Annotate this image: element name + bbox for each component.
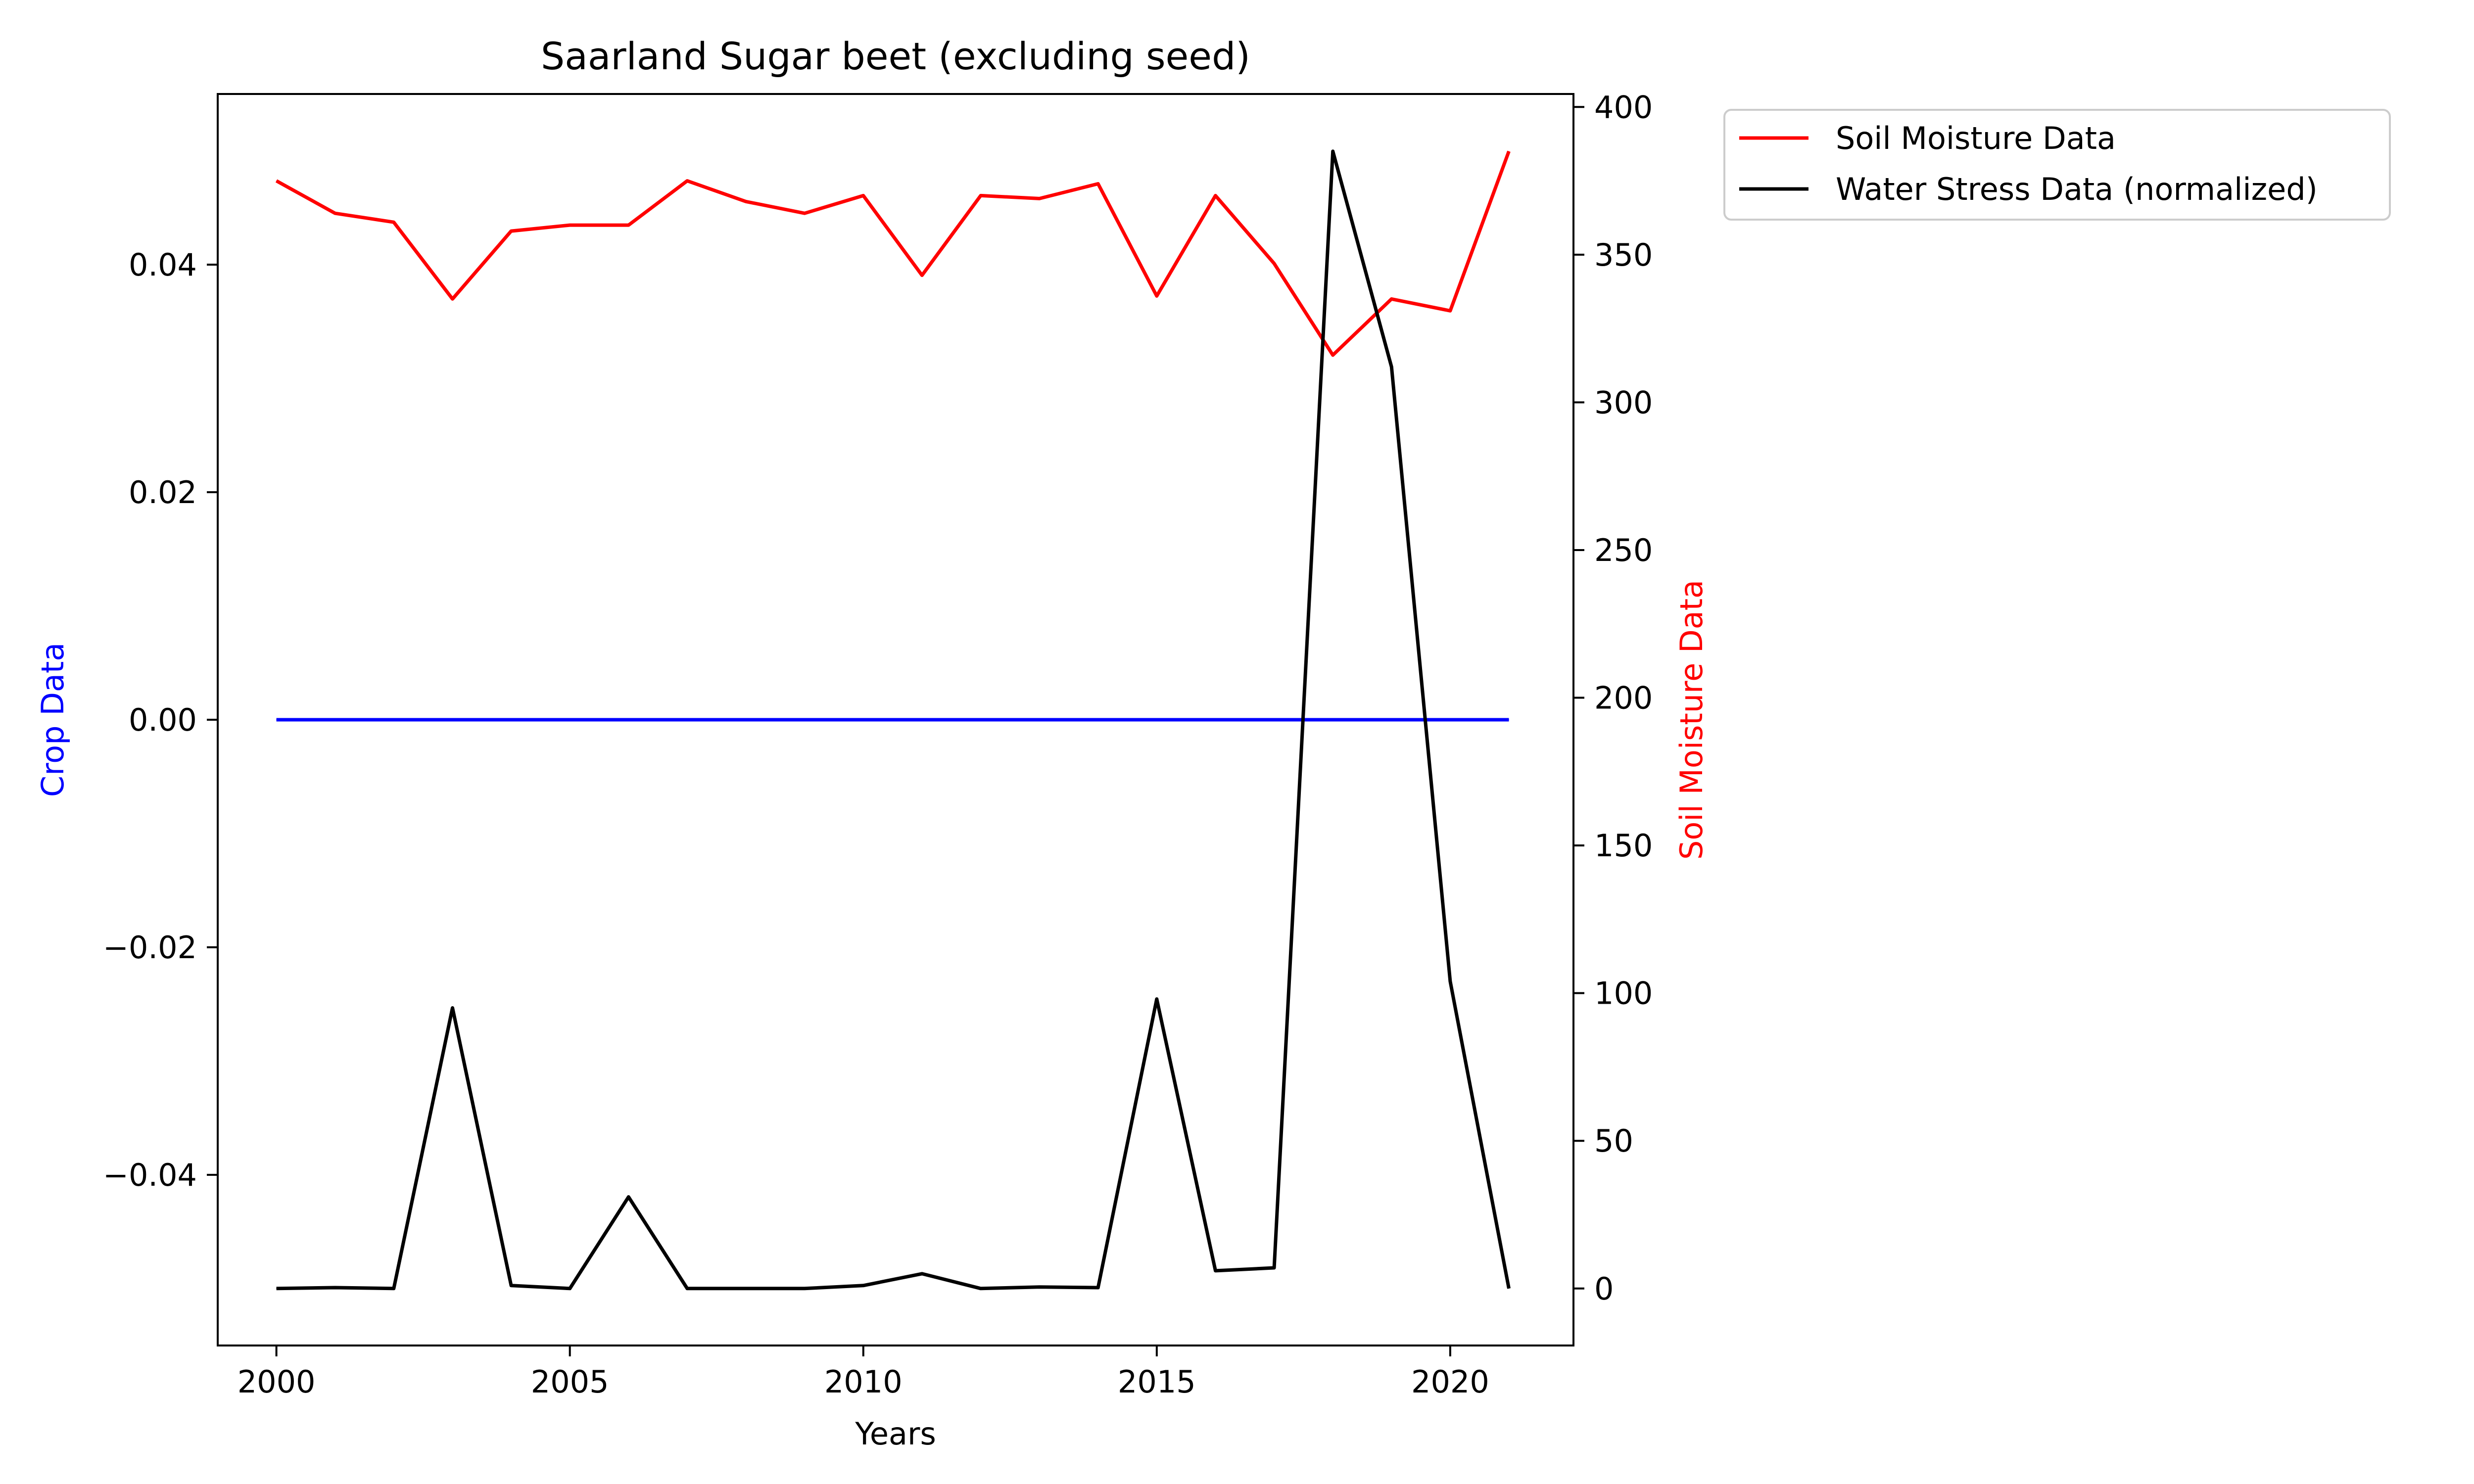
y-left-tick-label: −0.04	[103, 1157, 197, 1193]
series-layer	[275, 149, 1511, 1291]
data-point-soil-moisture-data	[1274, 263, 1275, 264]
x-tick-label: 2005	[531, 1364, 609, 1400]
legend-box	[1723, 109, 2391, 221]
x-axis-title: Years	[855, 1416, 936, 1452]
data-point-water-stress-data-normalized	[980, 1288, 981, 1289]
x-tick-label: 2010	[824, 1364, 903, 1400]
y-axis-left-title: Crop Data	[35, 643, 71, 797]
series-line-water-stress-data-normalized	[276, 149, 1511, 1291]
data-point-water-stress-data-normalized	[393, 1288, 394, 1289]
y-right-tick-label: 200	[1594, 680, 1653, 716]
y-right-tick-label: 400	[1594, 89, 1653, 125]
x-tick-label: 2015	[1118, 1364, 1196, 1400]
data-point-water-stress-data-normalized	[511, 1285, 512, 1286]
series-line-soil-moisture-data	[275, 150, 1511, 357]
chart-title: Saarland Sugar beet (excluding seed)	[541, 34, 1250, 78]
x-axis: 2000 2005 2010 2015 2020	[238, 1345, 1489, 1400]
data-point-soil-moisture-data	[1039, 198, 1040, 199]
x-tick-label: 2020	[1411, 1364, 1489, 1400]
data-point-soil-moisture-data	[980, 195, 981, 196]
data-point-soil-moisture-data	[393, 222, 394, 223]
data-point-soil-moisture-data	[511, 231, 512, 232]
legend-label-soil-moisture: Soil Moisture Data	[1836, 120, 2116, 156]
data-point-soil-moisture-data	[628, 225, 629, 226]
y-left-tick-label: 0.04	[129, 247, 197, 283]
data-point-soil-moisture-data	[1215, 195, 1216, 196]
data-point-water-stress-data-normalized	[1274, 1267, 1275, 1268]
y-right-tick-label: 100	[1594, 975, 1653, 1012]
legend: Soil Moisture Data Water Stress Data (no…	[1723, 109, 2391, 221]
y-left-tick-label: 0.00	[129, 702, 197, 738]
y-axis-right: 0 50 100 150 200 250 300 350 400	[1573, 89, 1653, 1307]
x-tick-label: 2000	[238, 1364, 316, 1400]
y-right-tick-label: 150	[1594, 828, 1653, 864]
y-right-tick-label: 250	[1594, 532, 1653, 568]
data-point-water-stress-data-normalized	[1215, 1270, 1216, 1271]
data-point-water-stress-data-normalized	[276, 1288, 277, 1289]
legend-label-water-stress: Water Stress Data (normalized)	[1836, 171, 2318, 207]
y-axis-left: −0.04 −0.02 0.00 0.02 0.04	[103, 247, 218, 1193]
y-axis-right-title: Soil Moisture Data	[1673, 580, 1710, 860]
y-left-tick-label: −0.02	[103, 929, 197, 966]
y-left-tick-label: 0.02	[129, 474, 197, 510]
y-right-tick-label: 50	[1594, 1123, 1633, 1159]
y-right-tick-label: 300	[1594, 384, 1653, 420]
y-right-tick-label: 0	[1594, 1271, 1614, 1307]
y-right-tick-label: 350	[1594, 237, 1653, 273]
